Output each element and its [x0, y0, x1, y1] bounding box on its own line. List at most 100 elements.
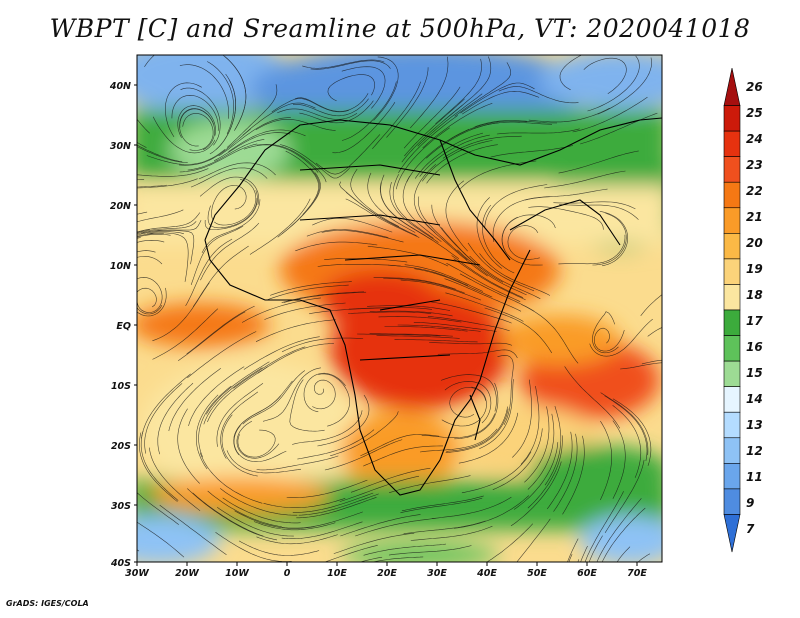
streamline: [387, 264, 469, 286]
streamline: [220, 391, 259, 459]
streamline: [498, 86, 579, 104]
streamline: [187, 488, 257, 535]
streamline: [419, 428, 498, 453]
streamline: [196, 394, 219, 470]
colorbar-label: 15: [746, 366, 763, 380]
streamline: [199, 176, 260, 206]
streamline: [241, 297, 321, 323]
streamline: [369, 310, 453, 317]
streamline: [612, 405, 642, 478]
streamline: [203, 367, 263, 425]
lat-label: 20S: [111, 441, 131, 452]
colorbar-label: 18: [746, 288, 763, 302]
colorbar-label: 9: [746, 496, 754, 510]
streamline: [303, 372, 346, 413]
colorbar-label: 11: [746, 470, 763, 484]
streamline: [190, 225, 244, 285]
streamline: [146, 232, 189, 282]
streamline: [330, 411, 399, 456]
streamline: [207, 197, 258, 229]
streamline: [137, 178, 145, 180]
colorbar-label: 26: [746, 80, 763, 94]
streamline: [137, 233, 164, 237]
streamline: [441, 227, 504, 283]
streamline: [221, 414, 258, 477]
streamline: [454, 382, 499, 440]
streamline: [204, 190, 258, 230]
longitude-axis: 30W 20W 10W 0 10E 20E 30E 40E 50E 60E 70…: [125, 562, 647, 579]
streamline: [355, 517, 437, 537]
streamline: [558, 234, 626, 265]
streamline: [152, 308, 219, 360]
streamline: [281, 167, 320, 235]
colorbar-label: 22: [746, 184, 763, 198]
streamline: [389, 475, 471, 493]
streamline: [422, 103, 493, 149]
colorbar-segment: [723, 284, 741, 311]
colorbar-segment: [723, 335, 741, 362]
streamline: [340, 514, 421, 537]
streamline: [137, 277, 163, 313]
colorbar-segment: [723, 67, 741, 106]
streamline: [418, 196, 468, 261]
streamline: [596, 498, 642, 562]
streamline: [442, 135, 522, 159]
streamline: [264, 302, 346, 320]
streamline: [255, 319, 336, 342]
streamline: [492, 196, 550, 243]
streamline: [559, 204, 639, 220]
colorbar-segment: [723, 130, 741, 157]
colorbar-segment: [723, 411, 741, 439]
colorbar-label: 23: [746, 158, 763, 172]
map-panel: [137, 55, 662, 562]
streamline: [281, 337, 364, 353]
colorbar-segment: [723, 181, 741, 209]
streamlines: [137, 55, 662, 562]
colorbar-segment: [723, 309, 741, 336]
streamline: [367, 305, 451, 311]
streamline: [459, 160, 537, 190]
streamline: [177, 105, 216, 138]
streamline: [612, 398, 652, 466]
lon-label: 0: [284, 568, 291, 579]
streamline: [458, 412, 519, 464]
streamline: [339, 475, 420, 502]
streamline: [592, 311, 619, 354]
streamline: [238, 540, 320, 556]
streamline: [484, 184, 548, 229]
streamline: [445, 408, 509, 453]
streamline: [137, 521, 185, 558]
streamline: [497, 354, 514, 426]
streamline: [137, 239, 165, 243]
streamline: [302, 59, 385, 69]
streamline: [647, 327, 662, 337]
streamline: [140, 430, 179, 501]
streamline: [285, 150, 319, 215]
colorbar-segment: [723, 463, 741, 490]
streamline: [213, 132, 291, 162]
colorbar-labels: 26 25 24 23 22 21 20 19 18 17 16 15 14 1…: [746, 80, 763, 536]
streamline: [419, 134, 490, 177]
streamline: [429, 342, 513, 346]
streamline: [137, 287, 163, 315]
streamline: [200, 222, 260, 281]
streamline: [137, 178, 198, 189]
streamline: [612, 420, 626, 499]
streamline: [403, 86, 461, 149]
lon-label: 40E: [476, 568, 497, 579]
lon-label: 50E: [527, 568, 547, 579]
streamline: [553, 433, 578, 512]
streamline: [233, 346, 306, 389]
streamline: [426, 122, 500, 159]
streamline: [298, 493, 379, 516]
streamline: [198, 162, 276, 180]
streamline: [144, 55, 155, 67]
streamline: [457, 249, 527, 296]
streamline: [283, 291, 367, 303]
streamline: [392, 174, 434, 239]
streamline: [159, 504, 227, 555]
streamline: [137, 231, 184, 236]
lon-label: 10W: [225, 568, 249, 579]
colorbar-segment: [723, 360, 741, 387]
